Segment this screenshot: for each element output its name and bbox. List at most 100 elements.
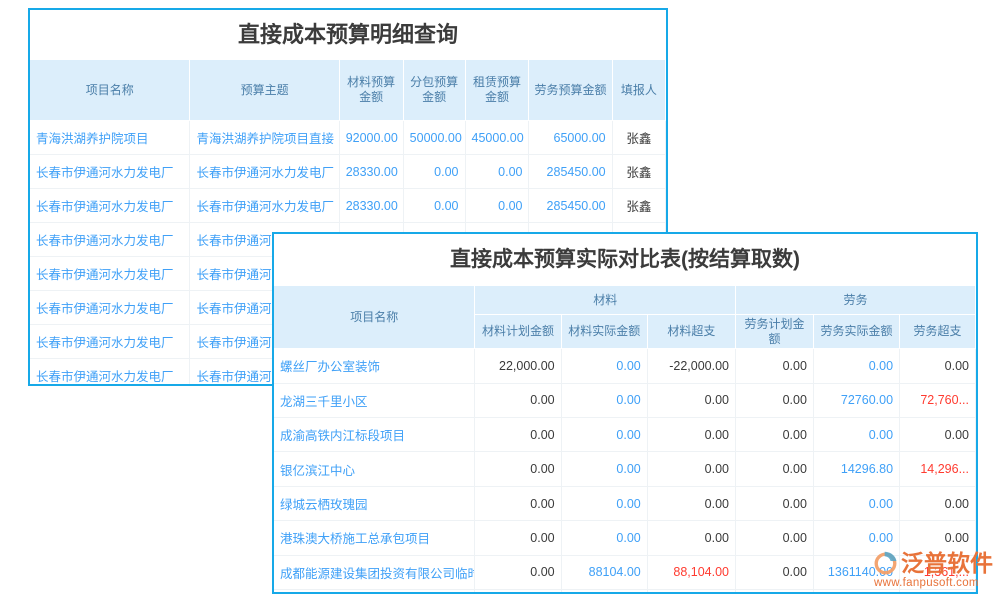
cell-material-actual-amount: 0.00 <box>561 417 648 453</box>
cell-reporter: 张鑫 <box>612 120 666 155</box>
comparison-header-row: 材料计划金额 材料实际金额 材料超支 劳务计划金额 劳务实际金额 劳务超支 <box>274 314 976 350</box>
cell-reporter: 张鑫 <box>612 154 666 189</box>
cell-budget-subject: 长春市伊通河水力发电厂 <box>189 188 340 223</box>
cell-project-name: 长春市伊通河水力发电厂 <box>30 188 191 223</box>
comparison-col-header-7[interactable]: 劳务超支 <box>899 314 976 350</box>
cell-labor-actual-amount: 72760.00 <box>813 383 901 419</box>
cell-budget-subject: 青海洪湖养护院项目直接 <box>189 120 340 155</box>
comparison-col-header-5[interactable]: 劳务计划金额 <box>735 314 814 350</box>
cell-labor-overrun: 0.00 <box>899 486 976 522</box>
cell-subcontract-budget: 0.00 <box>403 154 466 189</box>
cell-project-name: 长春市伊通河水力发电厂 <box>30 358 191 384</box>
cell-labor-budget: 65000.00 <box>528 120 613 155</box>
cell-project-name: 绿城云栖玫瑰园 <box>274 486 476 522</box>
comparison-group-header-2[interactable]: 劳务 <box>735 286 976 315</box>
cell-labor-planned-amount: 0.00 <box>735 520 814 556</box>
cell-labor-overrun: 1,361,... <box>899 555 976 590</box>
cell-material-actual-amount: 0.00 <box>561 589 648 592</box>
cell-material-overrun: 0.00 <box>647 383 736 419</box>
comparison-row[interactable]: 银亿滨江中心 0.00 0.00 0.00 0.00 14296.80 14,296... <box>274 451 976 487</box>
cell-material-planned-amount: 0.00 <box>474 451 562 487</box>
cell-labor-budget: 285450.00 <box>528 154 613 189</box>
cell-subcontract-budget: 50000.00 <box>403 120 466 155</box>
cell-material-actual-amount: 0.00 <box>561 486 648 522</box>
budget-detail-col-header-4[interactable]: 分包预算金额 <box>403 60 466 121</box>
cell-project-name: 银亿滨江中心 <box>274 451 476 487</box>
cell-labor-actual-amount: 0.00 <box>813 417 901 453</box>
cell-labor-planned-amount: 0.00 <box>735 348 814 384</box>
cell-project-name: 青海洪湖养护院项目 <box>30 120 191 155</box>
cell-material-budget: 28330.00 <box>339 154 404 189</box>
budget-detail-col-header-1[interactable]: 项目名称 <box>30 60 191 121</box>
cell-project-name: 螺丝厂办公室装饰 <box>274 348 476 384</box>
cell-material-actual-amount: 0.00 <box>561 348 648 384</box>
cell-lease-budget: 45000.00 <box>465 120 530 155</box>
cell-material-overrun: -92,000.00 <box>647 589 736 592</box>
cell-budget-subject: 长春市伊通河水力发电厂 <box>189 154 340 189</box>
cell-material-overrun: 0.00 <box>647 417 736 453</box>
cell-labor-planned-amount: 0.00 <box>735 486 814 522</box>
cell-material-actual-amount: 0.00 <box>561 451 648 487</box>
cell-material-budget: 92000.00 <box>339 120 404 155</box>
cell-project-name: 长春市伊通河水力发电厂 <box>30 290 191 325</box>
budget-detail-col-header-6[interactable]: 劳务预算金额 <box>528 60 613 121</box>
comparison-row[interactable]: 龙湖三千里小区 0.00 0.00 0.00 0.00 72760.00 72,760... <box>274 383 976 419</box>
cell-labor-actual-amount: 0.00 <box>813 520 901 556</box>
cell-labor-actual-amount: 0.00 <box>813 486 901 522</box>
comparison-group-header-1[interactable]: 材料 <box>474 286 736 315</box>
cell-project-name: 长春市伊通河水力发电厂 <box>30 154 191 189</box>
cell-project-name: 成都能源建设集团投资有限公司临时 <box>274 555 476 590</box>
cell-labor-actual-amount: 1361140.00 <box>813 555 901 590</box>
cell-lease-budget: 0.00 <box>465 188 530 223</box>
comparison-col-header-3[interactable]: 材料实际金额 <box>561 314 648 350</box>
cell-lease-budget: 0.00 <box>465 154 530 189</box>
report-two-title: 直接成本预算实际对比表(按结算取数) <box>274 234 976 286</box>
cell-material-overrun: 0.00 <box>647 520 736 556</box>
comparison-col-header-4[interactable]: 材料超支 <box>647 314 736 350</box>
comparison-row[interactable]: 港珠澳大桥施工总承包项目 0.00 0.00 0.00 0.00 0.00 0.00 <box>274 520 976 556</box>
budget-actual-comparison-report-window: 直接成本预算实际对比表(按结算取数) 项目名称 材料 劳务 材料计划金额 材料实际金额… <box>272 232 978 594</box>
budget-detail-col-header-5[interactable]: 租赁预算金额 <box>465 60 530 121</box>
comparison-col-header-6[interactable]: 劳务实际金额 <box>813 314 901 350</box>
comparison-row[interactable]: 青海洪湖养护院项目92,000.000.00-92,000.0065,00...… <box>274 589 976 592</box>
cell-labor-actual-amount: 14296.80 <box>813 451 901 487</box>
budget-detail-row[interactable]: 青海洪湖养护院项目 青海洪湖养护院项目直接 92000.00 50000.00 4500… <box>30 120 666 155</box>
cell-project-name: 长春市伊通河水力发电厂 <box>30 256 191 291</box>
cell-labor-overrun: 0.00 <box>899 417 976 453</box>
cell-material-budget: 28330.00 <box>339 188 404 223</box>
cell-project-name: 长春市伊通河水力发电厂 <box>30 222 191 257</box>
comparison-table-head: 项目名称 材料 劳务 材料计划金额 材料实际金额 材料超支 劳务计划金额 劳务实际金额 劳务超… <box>274 286 976 350</box>
cell-material-actual-amount: 0.00 <box>561 520 648 556</box>
comparison-table-body: 螺丝厂办公室装饰 22,000.00 0.00 -22,000.00 0.00 0.00 0… <box>274 348 976 592</box>
cell-material-planned-amount: 0.00 <box>474 486 562 522</box>
comparison-col-header-project-name[interactable]: 项目名称 <box>274 286 476 350</box>
cell-material-planned-amount: 22,000.00 <box>474 348 562 384</box>
comparison-col-header-2[interactable]: 材料计划金额 <box>474 314 562 350</box>
cell-material-planned-amount: 0.00 <box>474 383 562 419</box>
budget-detail-col-header-2[interactable]: 预算主题 <box>189 60 340 121</box>
budget-detail-col-header-7[interactable]: 填报人 <box>612 60 666 121</box>
cell-labor-overrun: 72,760... <box>899 383 976 419</box>
comparison-row[interactable]: 成渝高铁内江标段项目 0.00 0.00 0.00 0.00 0.00 0.00 <box>274 417 976 453</box>
comparison-row[interactable]: 成都能源建设集团投资有限公司临时 0.00 88104.00 88,104.00 0.0… <box>274 555 976 590</box>
report-one-title: 直接成本预算明细查询 <box>30 10 666 60</box>
cell-material-planned-amount: 92,000.00 <box>474 589 562 592</box>
cell-project-name: 龙湖三千里小区 <box>274 383 476 419</box>
budget-detail-col-header-3[interactable]: 材料预算金额 <box>339 60 404 121</box>
cell-labor-planned-amount: 0.00 <box>735 451 814 487</box>
budget-detail-table-head: 项目名称 预算主题 材料预算金额 分包预算金额 租赁预算金额 劳务预算金额 填报人 <box>30 60 666 121</box>
cell-labor-overrun: 0.00 <box>899 520 976 556</box>
cell-labor-overrun: 0.00 <box>899 348 976 384</box>
cell-material-planned-amount: 0.00 <box>474 417 562 453</box>
cell-project-name: 港珠澳大桥施工总承包项目 <box>274 520 476 556</box>
cell-subcontract-budget: 0.00 <box>403 188 466 223</box>
cell-labor-planned-amount: 65,00... <box>735 589 814 592</box>
comparison-row[interactable]: 螺丝厂办公室装饰 22,000.00 0.00 -22,000.00 0.00 0.00 0… <box>274 348 976 384</box>
cell-labor-planned-amount: 0.00 <box>735 417 814 453</box>
cell-labor-actual-amount: 16815.00 <box>813 589 901 592</box>
comparison-row[interactable]: 绿城云栖玫瑰园 0.00 0.00 0.00 0.00 0.00 0.00 <box>274 486 976 522</box>
cell-material-overrun: 0.00 <box>647 451 736 487</box>
